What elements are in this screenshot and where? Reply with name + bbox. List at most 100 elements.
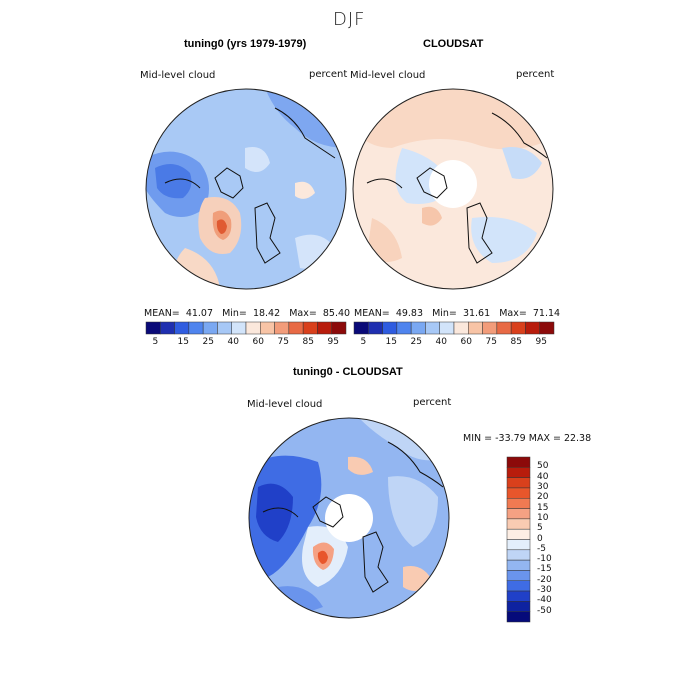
colorbar-swatch — [482, 321, 498, 335]
colorbar-swatch — [506, 498, 531, 509]
right-stats: MEAN= 49.83 Min= 31.61 Max= 71.14 — [354, 308, 560, 319]
left-min-label: Min= — [222, 308, 247, 319]
left-max-value: 85.40 — [322, 308, 351, 319]
left-units-label: percent — [309, 69, 348, 80]
colorbar-swatch — [368, 321, 383, 335]
colorbar-tick-label: 30 — [537, 481, 549, 492]
colorbar-tick-label: 20 — [537, 492, 549, 503]
colorbar-tick-label: -50 — [537, 605, 552, 616]
colorbar-tick-label: 5 — [537, 523, 543, 534]
colorbar-tick-label: 60 — [252, 337, 264, 347]
colorbar-tick-label: 40 — [537, 471, 549, 482]
right-variable-label: Mid-level cloud — [350, 70, 426, 81]
colorbar-swatch — [506, 590, 531, 602]
left-variable-label: Mid-level cloud — [140, 70, 216, 81]
colorbar-tick-label: -30 — [537, 585, 552, 596]
colorbar-tick-label: 60 — [460, 337, 472, 347]
left-min-value: 18.42 — [252, 308, 281, 319]
colorbar-tick-label: 15 — [537, 502, 549, 513]
diff-variable-label: Mid-level cloud — [247, 399, 323, 410]
colorbar-tick-label: 5 — [360, 337, 367, 347]
left-colorbar-labels: 5 15 25 40 60 75 85 95 — [146, 337, 346, 349]
colorbar-tick-label: -15 — [537, 564, 552, 575]
colorbar-swatch — [382, 321, 398, 335]
left-colorbar — [145, 321, 347, 335]
colorbar-swatch — [506, 559, 531, 571]
right-mean-label: MEAN= — [354, 308, 390, 319]
right-units-label: percent — [516, 69, 555, 80]
left-mean-value: 41.07 — [185, 308, 214, 319]
colorbar-tick-label: 85 — [302, 337, 314, 347]
right-colorbar — [353, 321, 555, 335]
colorbar-swatch — [506, 611, 531, 623]
colorbar-swatch — [468, 321, 483, 335]
colorbar-swatch — [288, 321, 304, 335]
left-polar-map — [145, 88, 347, 290]
colorbar-swatch — [506, 487, 531, 499]
colorbar-swatch — [245, 321, 261, 335]
colorbar-swatch — [453, 321, 469, 335]
right-polar-map — [352, 88, 554, 290]
left-panel-title: tuning0 (yrs 1979-1979) — [184, 38, 307, 50]
colorbar-swatch — [231, 321, 247, 335]
right-min-label: Min= — [432, 308, 457, 319]
colorbar-swatch — [506, 528, 531, 540]
colorbar-swatch — [217, 321, 232, 335]
colorbar-tick-label: 95 — [327, 337, 339, 347]
diff-panel-title: tuning0 - CLOUDSAT — [293, 366, 403, 378]
colorbar-swatch — [506, 580, 531, 592]
left-mean-label: MEAN= — [144, 308, 180, 319]
colorbar-swatch — [302, 321, 318, 335]
left-stats: MEAN= 41.07 Min= 18.42 Max= 85.40 — [144, 308, 350, 319]
colorbar-swatch — [274, 321, 290, 335]
colorbar-swatch — [506, 570, 531, 581]
right-max-value: 71.14 — [532, 308, 561, 319]
colorbar-tick-label: -5 — [537, 543, 546, 554]
diff-units-label: percent — [413, 397, 452, 408]
colorbar-tick-label: 15 — [177, 337, 189, 347]
colorbar-swatch — [506, 477, 531, 489]
colorbar-swatch — [331, 321, 347, 335]
colorbar-swatch — [353, 321, 369, 335]
colorbar-tick-label: -10 — [537, 554, 552, 565]
colorbar-swatch — [510, 321, 526, 335]
colorbar-swatch — [539, 321, 555, 335]
right-min-value: 31.61 — [462, 308, 491, 319]
right-colorbar-labels: 5 15 25 40 60 75 85 95 — [354, 337, 554, 349]
colorbar-swatch — [506, 467, 531, 478]
colorbar-tick-label: 25 — [410, 337, 422, 347]
colorbar-tick-label: -40 — [537, 595, 552, 606]
colorbar-swatch — [188, 321, 204, 335]
colorbar-swatch — [439, 321, 455, 335]
colorbar-swatch — [506, 539, 531, 551]
colorbar-swatch — [410, 321, 426, 335]
right-mean-value: 49.83 — [395, 308, 424, 319]
colorbar-swatch — [506, 508, 531, 520]
colorbar-tick-label: 40 — [435, 337, 447, 347]
colorbar-swatch — [145, 321, 161, 335]
colorbar-tick-label: 10 — [537, 512, 549, 523]
diff-polar-map — [248, 417, 450, 619]
diff-colorbar-labels: 50 40 30 20 15 10 5 0 -5 -10 -15 -20 -30 -40 -50 — [537, 457, 577, 622]
colorbar-tick-label: 5 — [152, 337, 159, 347]
colorbar-swatch — [496, 321, 512, 335]
colorbar-swatch — [506, 456, 531, 468]
colorbar-tick-label: 15 — [385, 337, 397, 347]
colorbar-tick-label: 95 — [535, 337, 547, 347]
colorbar-swatch — [506, 549, 531, 561]
colorbar-swatch — [506, 601, 531, 612]
colorbar-tick-label: 25 — [202, 337, 214, 347]
colorbar-tick-label: -20 — [537, 574, 552, 585]
colorbar-swatch — [396, 321, 412, 335]
colorbar-tick-label: 75 — [277, 337, 289, 347]
colorbar-swatch — [160, 321, 175, 335]
colorbar-swatch — [525, 321, 540, 335]
colorbar-swatch — [174, 321, 190, 335]
colorbar-swatch — [260, 321, 275, 335]
left-max-label: Max= — [289, 308, 317, 319]
diff-minmax: MIN = -33.79 MAX = 22.38 — [463, 433, 592, 444]
colorbar-tick-label: 40 — [227, 337, 239, 347]
diff-colorbar — [506, 456, 531, 623]
colorbar-swatch — [506, 518, 531, 530]
right-panel-title: CLOUDSAT — [423, 38, 484, 50]
